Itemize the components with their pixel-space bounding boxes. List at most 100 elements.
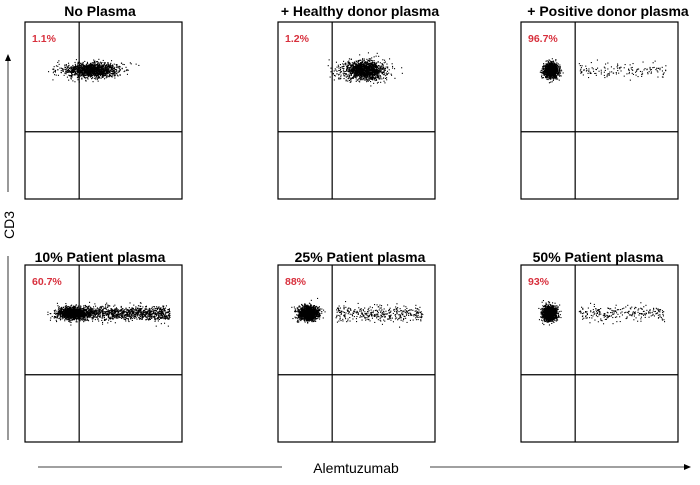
- event-dot: [378, 73, 380, 75]
- event-dot: [77, 69, 79, 71]
- event-dot: [355, 72, 357, 74]
- event-dot: [371, 60, 373, 62]
- event-dot: [546, 75, 548, 77]
- event-dot: [80, 62, 82, 64]
- event-dot: [97, 61, 99, 63]
- event-dot: [356, 68, 358, 70]
- event-dot: [382, 66, 384, 68]
- event-dot: [383, 69, 385, 71]
- event-dot: [77, 70, 79, 72]
- event-dot: [363, 79, 365, 81]
- event-dot: [352, 77, 354, 79]
- event-dot: [372, 71, 374, 73]
- event-dot: [386, 79, 388, 81]
- event-dot: [350, 69, 352, 71]
- event-dot: [64, 64, 66, 66]
- percent-label: 60.7%: [32, 276, 62, 288]
- event-dot: [369, 60, 371, 62]
- event-dot: [68, 64, 70, 66]
- event-dot: [650, 72, 652, 74]
- event-dot: [368, 68, 370, 70]
- event-dot: [544, 70, 546, 72]
- event-dot: [655, 69, 657, 71]
- event-dot: [102, 72, 104, 74]
- event-dot: [91, 65, 93, 67]
- event-dot: [106, 72, 108, 74]
- event-dot: [348, 68, 350, 70]
- event-dot: [53, 70, 55, 72]
- event-dot: [88, 72, 90, 74]
- event-dot: [345, 76, 347, 78]
- event-dot: [112, 75, 114, 77]
- event-dot: [109, 72, 111, 74]
- event-dot: [559, 74, 561, 76]
- event-dot: [109, 65, 111, 67]
- event-dot: [60, 67, 62, 69]
- event-dot: [362, 70, 364, 72]
- event-dot: [365, 68, 367, 70]
- event-dot: [108, 75, 110, 77]
- event-dot: [97, 73, 99, 75]
- event-dot: [83, 66, 85, 68]
- event-dot: [66, 67, 68, 69]
- event-dot: [555, 72, 557, 74]
- event-dot: [542, 69, 544, 71]
- event-dot: [659, 69, 661, 71]
- event-dot: [620, 66, 622, 68]
- event-dot: [550, 76, 552, 78]
- event-dot: [116, 66, 118, 68]
- event-dot: [547, 70, 549, 72]
- event-dot: [547, 62, 549, 64]
- event-dot: [549, 72, 551, 74]
- event-dot: [69, 68, 71, 70]
- event-dot: [104, 72, 106, 74]
- event-dot: [359, 73, 361, 75]
- event-dot: [585, 68, 587, 70]
- event-dot: [363, 59, 365, 61]
- event-dot: [85, 70, 87, 72]
- event-dot: [68, 74, 70, 76]
- event-dot: [369, 64, 371, 66]
- event-dot: [101, 67, 103, 69]
- event-dot: [351, 76, 353, 78]
- event-dot: [95, 66, 97, 68]
- event-dot: [96, 68, 98, 70]
- event-dot: [551, 81, 553, 83]
- event-dot: [628, 73, 630, 75]
- event-dot: [615, 72, 617, 74]
- event-dot: [74, 69, 76, 71]
- event-dot: [548, 59, 550, 61]
- event-dot: [76, 66, 78, 68]
- event-dot: [368, 74, 370, 76]
- event-dot: [345, 80, 347, 82]
- event-dot: [97, 68, 99, 70]
- event-dot: [345, 62, 347, 64]
- event-dot: [71, 304, 73, 306]
- event-dot: [92, 72, 94, 74]
- event-dots: [47, 301, 171, 327]
- event-dot: [362, 77, 364, 79]
- event-dot: [605, 63, 607, 65]
- event-dot: [96, 67, 98, 69]
- event-dot: [65, 73, 67, 75]
- event-dot: [650, 71, 652, 73]
- event-dot: [363, 73, 365, 75]
- event-dot: [91, 69, 93, 71]
- event-dot: [112, 72, 114, 74]
- event-dot: [338, 77, 340, 79]
- event-dot: [91, 69, 93, 71]
- event-dot: [100, 66, 102, 68]
- event-dot: [89, 76, 91, 78]
- event-dot: [91, 66, 93, 68]
- event-dot: [86, 74, 88, 76]
- event-dot: [86, 61, 88, 63]
- event-dot: [116, 65, 118, 67]
- event-dot: [662, 76, 664, 78]
- event-dot: [48, 71, 50, 73]
- event-dot: [127, 69, 129, 71]
- event-dot: [78, 76, 80, 78]
- event-dot: [356, 70, 358, 72]
- event-dot: [367, 74, 369, 76]
- event-dot: [612, 72, 614, 74]
- event-dot: [110, 62, 112, 64]
